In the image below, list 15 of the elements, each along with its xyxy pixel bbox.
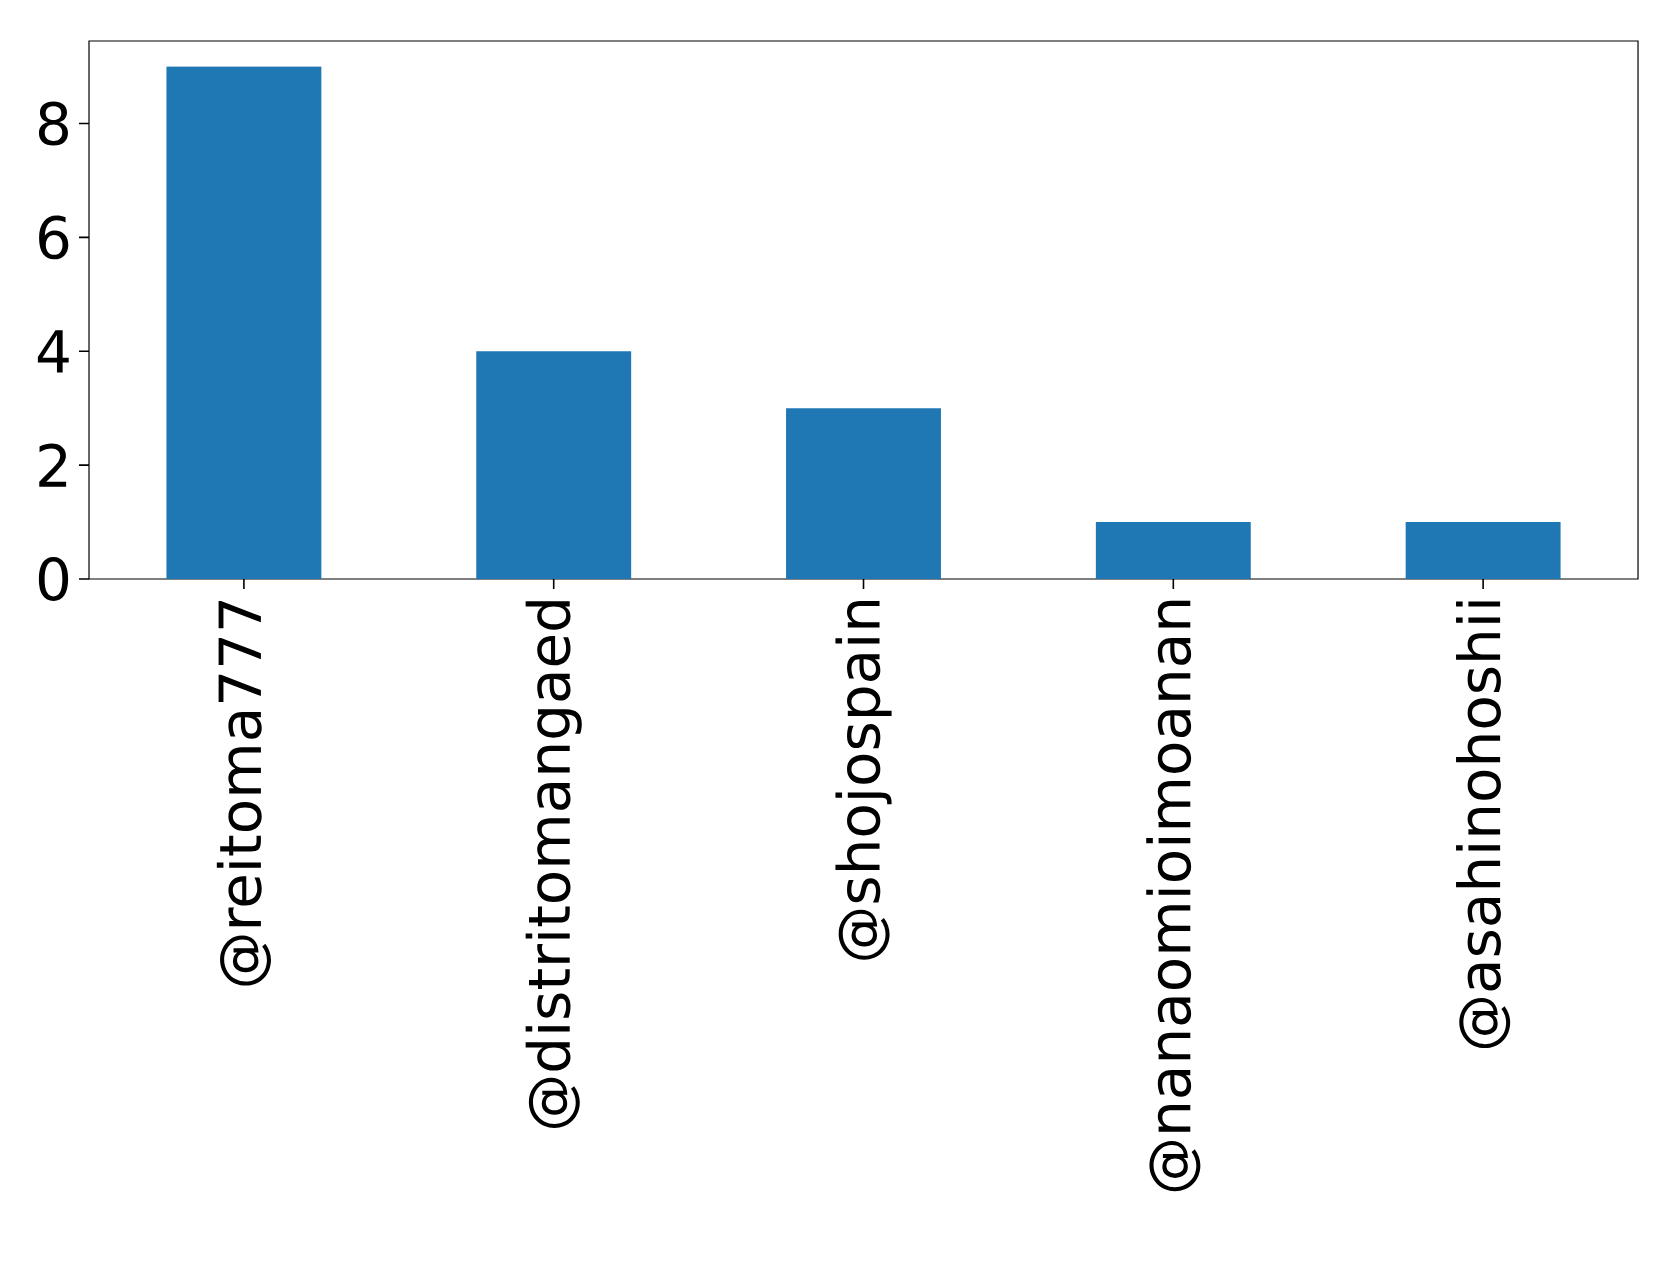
- y-tick-label: 4: [37, 330, 69, 373]
- y-tick-label: 8: [38, 101, 68, 146]
- bar: [1095, 522, 1251, 579]
- x-tick-label: @distritomangaed: [525, 601, 582, 1128]
- bar: [786, 408, 941, 579]
- x-tick-label: @nanaomioimoanan: [1146, 600, 1201, 1192]
- bar: [476, 351, 632, 579]
- y-tick-label: 0: [38, 557, 69, 601]
- bar: [166, 66, 322, 579]
- y-tick-label: 2: [39, 443, 67, 487]
- x-tick-label: @asahinohoshii: [1456, 601, 1511, 1049]
- bar: [1405, 522, 1561, 579]
- y-tick-label: 6: [39, 215, 69, 260]
- x-tick-label: @reitoma777: [216, 601, 271, 986]
- x-tick-label: @shojospain: [835, 600, 892, 960]
